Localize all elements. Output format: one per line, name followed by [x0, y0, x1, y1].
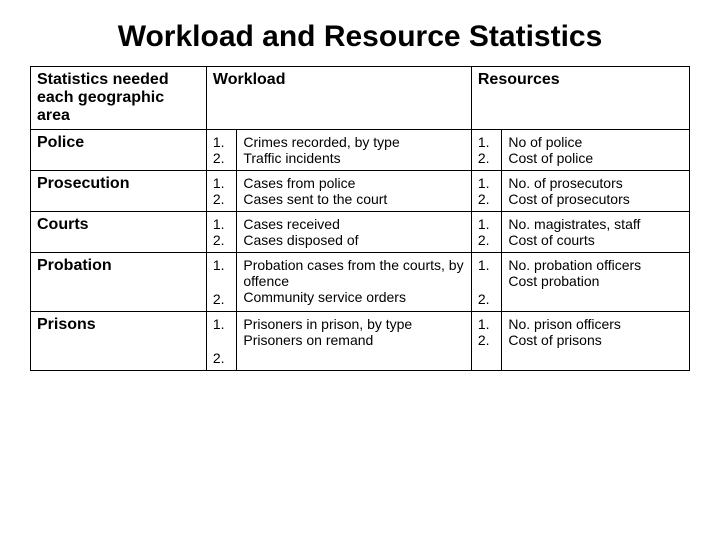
page-title: Workload and Resource Statistics [30, 20, 690, 54]
row-police: Police 1. 2. Crimes recorded, by type Tr… [31, 130, 690, 171]
workload-nums: 1. 2. [206, 312, 236, 371]
list-item: Cost probation [508, 273, 683, 289]
row-prosecution: Prosecution 1. 2. Cases from police Case… [31, 171, 690, 212]
list-item: Crimes recorded, by type [243, 134, 465, 150]
resources-items: No of police Cost of police [502, 130, 690, 171]
header-stats: Statistics needed each geographic area [31, 67, 207, 130]
row-label: Courts [31, 212, 207, 253]
stats-table: Statistics needed each geographic area W… [30, 66, 690, 371]
resources-items: No. probation officers Cost probation [502, 253, 690, 312]
row-label: Prisons [31, 312, 207, 371]
row-prisons: Prisons 1. 2. Prisoners in prison, by ty… [31, 312, 690, 371]
list-item: No. prison officers [508, 316, 683, 332]
row-label: Prosecution [31, 171, 207, 212]
row-label: Police [31, 130, 207, 171]
resources-items: No. magistrates, staff Cost of courts [502, 212, 690, 253]
list-num: 1. [478, 175, 495, 191]
row-probation: Probation 1. 2. Probation cases from the… [31, 253, 690, 312]
resources-nums: 1. 2. [471, 212, 501, 253]
list-num: 1. [213, 257, 230, 273]
list-item: Community service orders [243, 289, 465, 305]
list-num: 1. [478, 216, 495, 232]
list-item: Cases disposed of [243, 232, 465, 248]
list-num: 2. [478, 191, 495, 207]
list-num: 2. [478, 150, 495, 166]
workload-nums: 1. 2. [206, 171, 236, 212]
list-item: Cost of police [508, 150, 683, 166]
header-workload: Workload [206, 67, 471, 130]
workload-items: Cases from police Cases sent to the cour… [237, 171, 472, 212]
list-item: Cases received [243, 216, 465, 232]
list-item: Cost of prisons [508, 332, 683, 348]
list-item: No of police [508, 134, 683, 150]
list-num: 2. [213, 150, 230, 166]
row-label: Probation [31, 253, 207, 312]
resources-nums: 1. 2. [471, 171, 501, 212]
resources-items: No. prison officers Cost of prisons [502, 312, 690, 371]
list-num: 2. [478, 291, 495, 307]
workload-items: Cases received Cases disposed of [237, 212, 472, 253]
list-item: Cost of courts [508, 232, 683, 248]
workload-items: Probation cases from the courts, by offe… [237, 253, 472, 312]
list-num: 2. [213, 291, 230, 307]
list-item: Traffic incidents [243, 150, 465, 166]
list-num: 1. [213, 216, 230, 232]
workload-items: Prisoners in prison, by type Prisoners o… [237, 312, 472, 371]
list-item: Prisoners in prison, by type [243, 316, 465, 332]
resources-nums: 1. 2. [471, 312, 501, 371]
list-item: Cases sent to the court [243, 191, 465, 207]
row-courts: Courts 1. 2. Cases received Cases dispos… [31, 212, 690, 253]
workload-nums: 1. 2. [206, 130, 236, 171]
list-item: Prisoners on remand [243, 332, 465, 348]
resources-nums: 1. 2. [471, 130, 501, 171]
workload-items: Crimes recorded, by type Traffic inciden… [237, 130, 472, 171]
header-row: Statistics needed each geographic area W… [31, 67, 690, 130]
list-num: 2. [213, 232, 230, 248]
list-num: 1. [478, 316, 495, 332]
list-item: No. magistrates, staff [508, 216, 683, 232]
list-num: 1. [213, 175, 230, 191]
list-item: Cost of prosecutors [508, 191, 683, 207]
list-item: No. of prosecutors [508, 175, 683, 191]
workload-nums: 1. 2. [206, 253, 236, 312]
header-resources: Resources [471, 67, 689, 130]
list-num: 1. [213, 134, 230, 150]
list-item: Probation cases from the courts, by offe… [243, 257, 465, 289]
list-item: Cases from police [243, 175, 465, 191]
resources-nums: 1. 2. [471, 253, 501, 312]
list-num: 2. [478, 232, 495, 248]
list-item: No. probation officers [508, 257, 683, 273]
list-num: 2. [213, 350, 230, 366]
resources-items: No. of prosecutors Cost of prosecutors [502, 171, 690, 212]
list-num: 2. [213, 191, 230, 207]
list-num: 2. [478, 332, 495, 348]
workload-nums: 1. 2. [206, 212, 236, 253]
list-num: 1. [213, 316, 230, 332]
list-num: 1. [478, 134, 495, 150]
list-num: 1. [478, 257, 495, 273]
